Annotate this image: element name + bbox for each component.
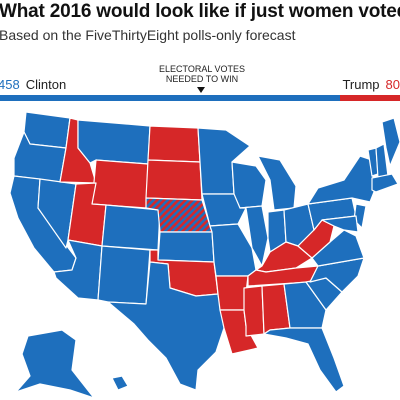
state-ia — [201, 193, 247, 227]
state-md — [321, 215, 359, 233]
trump-label: Trump — [342, 77, 380, 92]
state-ak — [15, 329, 95, 399]
state-sd — [145, 159, 203, 201]
needed-to-win-marker-icon — [197, 87, 205, 93]
state-ar — [215, 275, 249, 311]
clinton-ev-count: 458 Clinton — [0, 77, 66, 92]
state-ga — [283, 281, 327, 329]
state-nv — [37, 178, 77, 249]
state-wa — [23, 111, 71, 149]
state-ny — [307, 155, 375, 205]
state-mt — [77, 119, 151, 165]
state-ks — [157, 231, 215, 263]
state-tx — [107, 261, 225, 391]
state-hi — [111, 375, 129, 391]
needed-to-win-label: ELECTORAL VOTES NEEDED TO WIN — [158, 64, 246, 84]
electoral-vote-bar — [0, 95, 400, 101]
page-title: What 2016 would look like if just women … — [0, 1, 400, 22]
state-fl — [263, 327, 345, 393]
clinton-ev-number: 458 — [0, 77, 20, 92]
trump-ev-count: Trump 80 — [342, 77, 400, 92]
state-wy — [91, 159, 149, 209]
clinton-label: Clinton — [25, 77, 67, 92]
trump-ev-number: 80 — [385, 77, 400, 92]
state-ms — [243, 285, 265, 337]
state-co — [101, 204, 161, 251]
state-nm — [97, 245, 151, 305]
us-map — [0, 108, 400, 400]
state-tn — [247, 265, 319, 287]
trump-bar-segment — [340, 95, 400, 101]
clinton-bar-segment — [0, 95, 341, 101]
state-me — [381, 117, 400, 167]
page-subtitle: Based on the FiveThirtyEight polls-only … — [0, 27, 296, 43]
state-wi — [231, 161, 267, 209]
state-nd — [147, 125, 201, 163]
state-ma — [371, 173, 399, 193]
electoral-vote-bar-section: 458 Clinton ELECTORAL VOTES NEEDED TO WIN… — [0, 62, 400, 102]
